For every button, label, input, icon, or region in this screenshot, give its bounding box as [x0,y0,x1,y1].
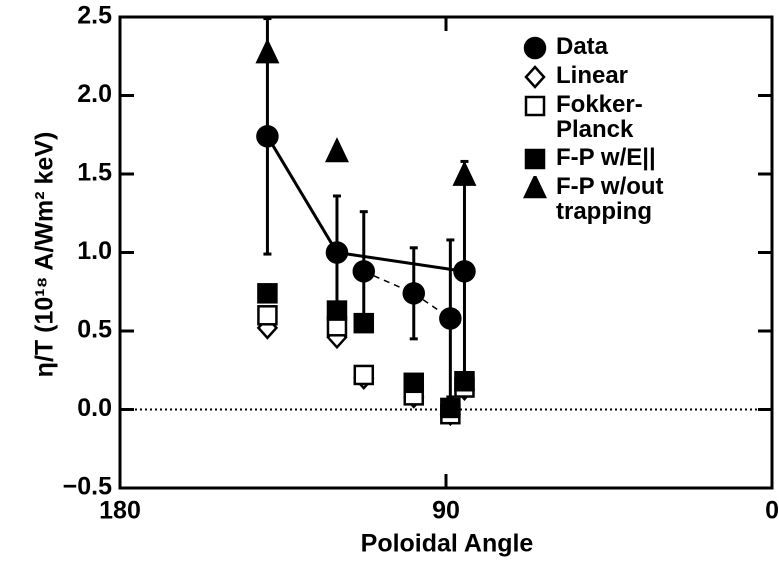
y-tick-label: 2.0 [77,80,112,108]
y-tick-label: 1.0 [77,237,112,265]
y-tick-label: 1.5 [77,159,112,187]
marker [257,283,278,304]
marker [439,307,462,330]
marker [524,65,546,89]
legend: Data Linear Fokker-Planck F-P w/E|| F-P w/ou… [522,34,762,227]
marker [454,370,475,392]
legend-icon [524,148,546,170]
marker [324,137,349,163]
connect-line [266,135,465,273]
legend-label: Linear [556,62,629,89]
marker [402,282,426,305]
x-tick-label: 180 [99,497,141,525]
marker [440,397,461,419]
y-tick-label: 0.0 [77,394,112,422]
marker [325,241,349,264]
legend-icon [523,36,547,60]
x-tick-label: 0 [765,497,779,525]
legend-item: Data [522,34,762,60]
x-axis-label: Poloidal Angle [361,530,534,558]
y-axis-label: η/T (10¹⁸ A/Wm² keV) [30,131,59,378]
legend-label: Fokker-Planck [556,91,643,143]
marker [256,125,279,148]
legend-label: F-P w/E|| [556,144,656,171]
marker [524,148,546,170]
x-tick-label: 90 [432,497,460,525]
marker [353,312,375,334]
legend-item: F-P w/E|| [522,145,762,171]
legend-icon [524,65,546,89]
marker [523,36,547,60]
legend-label: F-P w/out trapping [556,173,664,225]
legend-item: Linear [522,63,762,89]
legend-icon [523,176,547,199]
y-tick-label: 0.5 [77,316,112,344]
marker [326,300,348,321]
marker [352,260,376,283]
legend-item: Fokker-Planck [522,92,762,142]
marker [257,305,278,326]
legend-item: F-P w/out trapping [522,174,762,224]
marker [523,176,547,199]
legend-label: Data [556,33,609,60]
marker [255,38,280,64]
legend-icon [524,95,546,117]
marker [524,95,546,117]
y-tick-label: −0.5 [63,473,112,501]
marker [353,364,375,386]
y-tick-label: 2.5 [77,2,112,30]
marker [453,260,476,283]
marker [452,160,477,186]
marker [403,372,425,394]
